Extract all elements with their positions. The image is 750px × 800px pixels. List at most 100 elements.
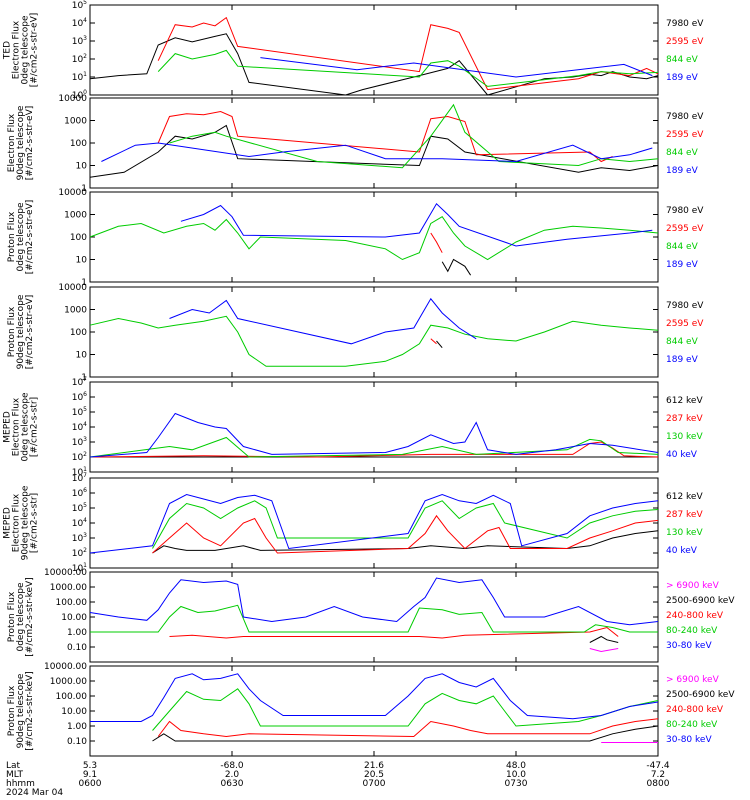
series-line-4: [152, 688, 659, 731]
y-tick-label: 106: [72, 391, 87, 403]
y-tick-label: 10: [76, 351, 88, 361]
series-line-2: [152, 514, 659, 554]
series-line-4: [89, 412, 659, 458]
y-axis-label-line: [#/cm2-s-str-eV]: [25, 106, 35, 181]
series-line-5: [90, 673, 659, 722]
series-line-3: [89, 436, 659, 458]
y-tick-label: 104: [72, 421, 87, 433]
panel-frame: [89, 477, 659, 569]
y-axis-label-line: Electron Flux: [7, 113, 17, 172]
y-tick-label: 106: [72, 487, 87, 499]
y-tick-label: 107: [72, 472, 87, 484]
y-axis-label: Proton Flux90deg telescope[#/cm2-s-str-e…: [7, 294, 35, 369]
y-axis-label-line: [#/cm2-s-str-eV]: [25, 295, 35, 370]
series-line-1: [89, 124, 659, 178]
legend-entry: 130 keV: [666, 528, 703, 538]
legend-entry: 7980 eV: [666, 301, 704, 311]
legend-entry: 30-80 keV: [666, 641, 712, 651]
legend-entry: 30-80 keV: [666, 735, 712, 745]
footer-label-hhmm: hhmm: [6, 779, 35, 789]
panel-8: 0.10 1.00 10.00 100.00 1000.00 10000.00 Proton…: [7, 662, 735, 757]
legend-entry: 2595 eV: [666, 319, 704, 329]
series-line-5: [89, 577, 659, 626]
footer-tick-label: 5.3: [83, 761, 97, 771]
legend-entry: 2595 eV: [666, 37, 704, 47]
y-tick-label: 10000.00: [44, 568, 87, 578]
y-tick-label: 10000: [58, 94, 87, 104]
y-tick-label: 10: [76, 162, 88, 172]
legend-entry: 80-240 keV: [666, 720, 718, 730]
series-line-2: [430, 232, 443, 253]
y-tick-label: 102: [72, 547, 87, 559]
y-axis-label-line: [#/cm2-s-str-eV]: [25, 200, 35, 275]
y-axis-label-line: 0deg telescope: [16, 582, 26, 652]
footer-tick-label: 10.0: [506, 770, 526, 780]
series-line-1: [436, 340, 443, 349]
y-tick-label: 1000: [64, 306, 87, 316]
y-axis-label-line: 0deg telescope: [21, 392, 31, 462]
series-line-1: [89, 33, 659, 96]
y-axis-label-line: Proton Flux: [7, 306, 17, 357]
y-tick-label: 104: [72, 517, 87, 529]
y-axis-label: Proton Flux90deg telescope[#/cm2-s-str-k…: [7, 671, 35, 750]
y-axis-label-line: TED: [3, 41, 13, 60]
y-tick-label: 101: [72, 466, 87, 478]
y-tick-label: 1000.00: [50, 677, 87, 687]
legend-entry: 844 eV: [666, 242, 699, 252]
panel-frame: [89, 97, 659, 189]
footer-tick-label: 0800: [647, 779, 670, 789]
panel-frame: [89, 381, 659, 473]
panel-frame: [89, 571, 659, 663]
y-axis-label: MEPEDElectron Flux0deg telescope[#/cm2-s…: [3, 392, 40, 462]
legend-entry: 612 keV: [666, 396, 703, 406]
y-tick-label: 107: [72, 376, 87, 388]
series-line-2: [157, 110, 613, 163]
footer-tick-label: 0600: [79, 779, 102, 789]
series-line-1: [152, 530, 659, 554]
legend-entry: 7980 eV: [666, 19, 704, 29]
y-axis-label-line: Proton Flux: [7, 591, 17, 642]
legend-entry: 240-800 keV: [666, 705, 724, 715]
y-tick-label: 100: [70, 139, 87, 149]
legend-entry: 844 eV: [666, 148, 699, 158]
legend-entry: 7980 eV: [666, 112, 704, 122]
series-line-2: [430, 338, 437, 345]
series-line-4: [260, 57, 653, 78]
legend-entry: 287 keV: [666, 414, 703, 424]
legend-entry: 240-800 keV: [666, 611, 724, 621]
y-tick-label: 10: [76, 256, 88, 266]
legend-entry: 287 keV: [666, 510, 703, 520]
y-tick-label: 1.00: [67, 628, 87, 638]
y-tick-label: 105: [72, 406, 87, 418]
y-axis-label: Electron Flux90deg telescope[#/cm2-s-str…: [7, 105, 35, 180]
y-tick-label: 1000: [64, 117, 87, 127]
series-line-3: [89, 315, 659, 367]
y-axis-label-line: 90deg telescope: [16, 105, 26, 180]
footer-date: 2024 Mar 04: [6, 788, 63, 798]
series-line-4: [90, 604, 658, 633]
y-axis-label-line: 0deg telescope: [16, 202, 26, 272]
y-axis-label: TEDElectron Flux0deg telescope[#/cm2-s-s…: [3, 13, 40, 88]
y-tick-label: 103: [72, 532, 87, 544]
y-axis-label-line: MEPED: [3, 507, 13, 539]
panel-frame: [89, 4, 659, 96]
y-axis-label-line: [#/cm2-s-str-eV]: [30, 13, 40, 88]
series-line-3: [169, 103, 659, 169]
footer-label-mlt: MLT: [6, 770, 24, 780]
y-tick-label: 105: [72, 502, 87, 514]
series-line-4: [89, 493, 659, 554]
series-line-2: [589, 635, 619, 643]
panel-7: 0.10 1.00 10.00 100.00 1000.00 10000.00 Proton…: [7, 568, 735, 663]
y-tick-label: 0.10: [67, 737, 87, 747]
y-axis-label: Proton Flux0deg telescope[#/cm2-s-str-ke…: [7, 577, 35, 656]
footer-tick-label: 48.0: [506, 761, 526, 771]
y-axis-label-line: Proton Flux: [7, 211, 17, 262]
panel-6: 101 102 103 104 105 106 107 MEPEDElectron Flux9…: [3, 472, 704, 574]
y-tick-label: 103: [72, 436, 87, 448]
panel-frame: [89, 286, 659, 378]
legend-entry: 612 keV: [666, 492, 703, 502]
y-tick-label: 103: [72, 35, 87, 47]
y-tick-label: 104: [72, 17, 87, 29]
footer-tick-label: 0730: [505, 779, 528, 789]
